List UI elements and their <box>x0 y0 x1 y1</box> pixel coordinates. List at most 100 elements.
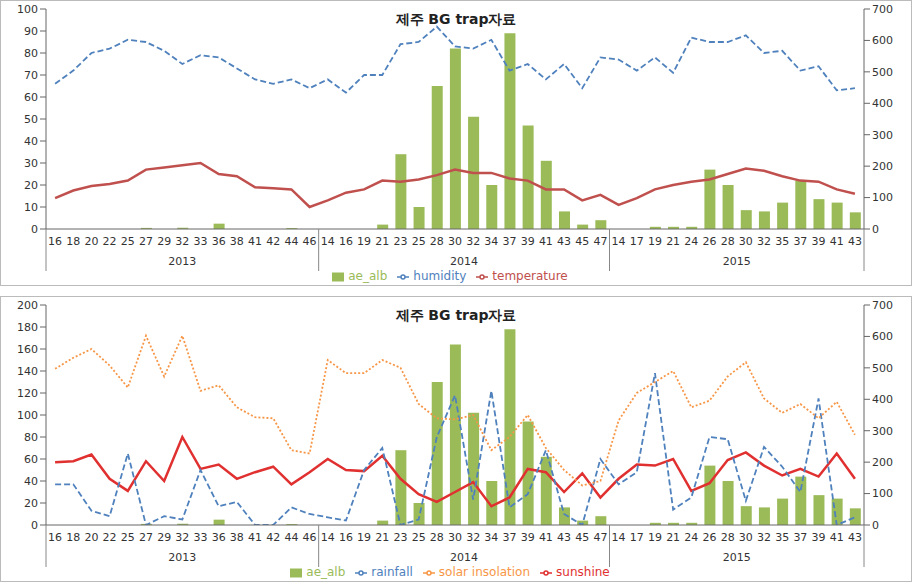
svg-text:32: 32 <box>757 235 771 248</box>
svg-text:600: 600 <box>872 330 893 343</box>
svg-text:44: 44 <box>284 235 298 248</box>
svg-text:33: 33 <box>194 531 208 544</box>
svg-text:20: 20 <box>84 531 98 544</box>
svg-text:22: 22 <box>103 531 117 544</box>
svg-text:41: 41 <box>539 531 553 544</box>
svg-text:20: 20 <box>24 497 38 510</box>
svg-text:41: 41 <box>830 531 844 544</box>
svg-text:41: 41 <box>248 531 262 544</box>
svg-text:47: 47 <box>593 235 607 248</box>
svg-text:38: 38 <box>230 235 244 248</box>
svg-text:60: 60 <box>24 91 38 104</box>
svg-text:20: 20 <box>84 235 98 248</box>
svg-text:500: 500 <box>872 66 893 79</box>
svg-text:30: 30 <box>739 235 753 248</box>
svg-text:25: 25 <box>121 531 135 544</box>
svg-text:26: 26 <box>702 235 716 248</box>
svg-text:200: 200 <box>872 160 893 173</box>
svg-text:32: 32 <box>175 531 189 544</box>
svg-text:90: 90 <box>24 25 38 38</box>
svg-text:43: 43 <box>557 531 571 544</box>
svg-text:700: 700 <box>872 299 893 312</box>
svg-text:0: 0 <box>31 223 38 236</box>
svg-text:42: 42 <box>266 235 280 248</box>
svg-text:140: 140 <box>17 365 38 378</box>
svg-text:39: 39 <box>812 531 826 544</box>
svg-text:17: 17 <box>630 235 644 248</box>
svg-text:30: 30 <box>24 157 38 170</box>
svg-text:39: 39 <box>521 531 535 544</box>
svg-text:41: 41 <box>248 235 262 248</box>
svg-text:41: 41 <box>539 235 553 248</box>
svg-text:14: 14 <box>612 531 626 544</box>
svg-text:44: 44 <box>284 531 298 544</box>
svg-text:20: 20 <box>24 179 38 192</box>
svg-text:0: 0 <box>872 519 879 532</box>
svg-text:23: 23 <box>393 531 407 544</box>
svg-text:2014: 2014 <box>450 255 478 268</box>
svg-text:38: 38 <box>230 531 244 544</box>
svg-text:28: 28 <box>430 235 444 248</box>
svg-text:19: 19 <box>357 235 371 248</box>
svg-text:33: 33 <box>194 235 208 248</box>
svg-text:32: 32 <box>175 235 189 248</box>
svg-text:18: 18 <box>66 531 80 544</box>
svg-text:100: 100 <box>872 191 893 204</box>
svg-text:25: 25 <box>412 531 426 544</box>
svg-text:43: 43 <box>848 531 862 544</box>
svg-text:70: 70 <box>24 69 38 82</box>
svg-text:18: 18 <box>66 235 80 248</box>
svg-text:36: 36 <box>212 235 226 248</box>
svg-text:29: 29 <box>157 531 171 544</box>
svg-text:200: 200 <box>17 299 38 312</box>
svg-text:14: 14 <box>612 235 626 248</box>
svg-text:16: 16 <box>339 531 353 544</box>
svg-text:29: 29 <box>157 235 171 248</box>
svg-text:2013: 2013 <box>168 551 196 564</box>
svg-text:19: 19 <box>357 531 371 544</box>
svg-text:35: 35 <box>775 531 789 544</box>
svg-text:45: 45 <box>575 235 589 248</box>
svg-text:32: 32 <box>466 531 480 544</box>
svg-text:19: 19 <box>648 235 662 248</box>
svg-text:2013: 2013 <box>168 255 196 268</box>
svg-text:30: 30 <box>448 531 462 544</box>
svg-text:27: 27 <box>139 531 153 544</box>
svg-text:200: 200 <box>872 456 893 469</box>
svg-text:400: 400 <box>872 97 893 110</box>
svg-text:45: 45 <box>575 531 589 544</box>
svg-text:14: 14 <box>321 531 335 544</box>
svg-text:2014: 2014 <box>450 551 478 564</box>
svg-text:46: 46 <box>303 531 317 544</box>
svg-text:14: 14 <box>321 235 335 248</box>
svg-text:16: 16 <box>48 531 62 544</box>
svg-text:2015: 2015 <box>723 255 751 268</box>
svg-text:10: 10 <box>24 201 38 214</box>
svg-text:80: 80 <box>24 47 38 60</box>
svg-text:22: 22 <box>103 235 117 248</box>
svg-text:120: 120 <box>17 387 38 400</box>
svg-text:39: 39 <box>521 235 535 248</box>
svg-text:41: 41 <box>830 235 844 248</box>
svg-text:40: 40 <box>24 475 38 488</box>
svg-text:26: 26 <box>702 531 716 544</box>
svg-text:100: 100 <box>17 409 38 422</box>
svg-text:36: 36 <box>212 531 226 544</box>
svg-text:21: 21 <box>666 235 680 248</box>
svg-text:19: 19 <box>648 531 662 544</box>
svg-text:50: 50 <box>24 113 38 126</box>
svg-text:100: 100 <box>872 487 893 500</box>
svg-text:24: 24 <box>684 531 698 544</box>
svg-text:700: 700 <box>872 3 893 16</box>
svg-text:25: 25 <box>412 235 426 248</box>
svg-text:46: 46 <box>303 235 317 248</box>
svg-text:160: 160 <box>17 343 38 356</box>
svg-text:47: 47 <box>593 531 607 544</box>
svg-text:32: 32 <box>757 531 771 544</box>
svg-text:600: 600 <box>872 34 893 47</box>
svg-text:300: 300 <box>872 129 893 142</box>
svg-text:21: 21 <box>666 531 680 544</box>
svg-text:30: 30 <box>448 235 462 248</box>
svg-text:28: 28 <box>721 531 735 544</box>
svg-text:37: 37 <box>793 235 807 248</box>
